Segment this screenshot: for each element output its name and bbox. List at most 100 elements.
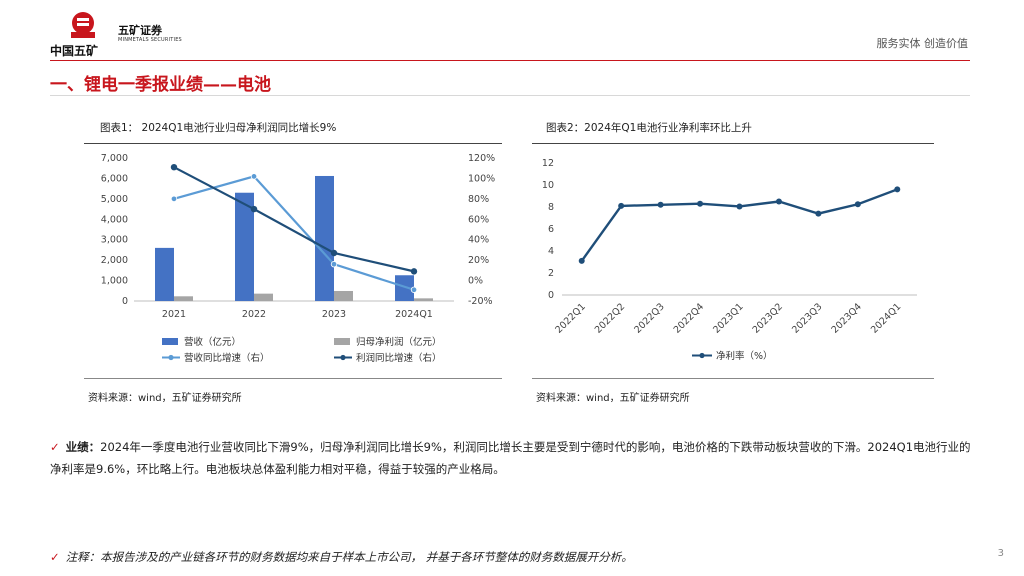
y-tick-label: 2 xyxy=(548,268,554,279)
figure1-bottom-rule xyxy=(84,378,502,379)
y2-tick-label: 80% xyxy=(468,194,489,205)
x-tick-label: 2021 xyxy=(162,309,186,320)
x-tick-label: 2024Q1 xyxy=(869,301,903,335)
cmc-logo-text: 中国五矿 xyxy=(50,44,99,58)
performance-text: 2024年一季度电池行业营收同比下滑9%，归母净利润同比增长9%，利润同比增长主… xyxy=(50,440,971,476)
y-tick-label: 5,000 xyxy=(101,194,128,205)
figure2-top-rule xyxy=(532,143,934,144)
x-tick-label: 2022Q4 xyxy=(672,301,706,335)
x-tick-label: 2022Q3 xyxy=(632,301,666,335)
y-tick-label: 8 xyxy=(548,202,554,213)
legend-swatch xyxy=(162,338,178,345)
y2-tick-label: 100% xyxy=(468,173,495,184)
bar xyxy=(315,175,334,301)
series-line xyxy=(173,166,415,273)
bar xyxy=(174,296,193,301)
data-point xyxy=(250,205,258,213)
x-tick-label: 2023Q2 xyxy=(751,301,785,335)
data-point xyxy=(330,261,338,268)
y2-tick-label: 40% xyxy=(468,235,489,246)
data-point xyxy=(170,163,178,171)
x-tick-label: 2022 xyxy=(242,309,266,320)
figure2-title: 图表2：2024年Q1电池行业净利率环比上升 xyxy=(546,122,752,134)
series-line xyxy=(580,188,898,262)
legend-marker xyxy=(168,354,174,361)
wk-logo-en: MINMETALS SECURITIES xyxy=(118,37,182,43)
data-point xyxy=(618,202,625,209)
y-tick-label: 0 xyxy=(548,290,554,301)
page-number: 3 xyxy=(997,548,1004,559)
figure1-source: 资料来源：wind，五矿证券研究所 xyxy=(88,393,242,404)
data-point xyxy=(250,173,258,180)
figure1-top-rule xyxy=(84,143,502,144)
data-point xyxy=(815,210,822,217)
data-point xyxy=(170,195,178,203)
data-point xyxy=(894,186,901,193)
figure1-chart: 0 1,000 2,000 3,000 4,000 5,000 6,000 7,000 -20%… xyxy=(101,153,495,364)
legend-label: 归母净利润（亿元） xyxy=(356,336,442,348)
performance-label: 业绩： xyxy=(65,440,101,454)
header-divider xyxy=(50,60,970,61)
x-tick-label: 2022Q2 xyxy=(593,301,627,335)
y2-tick-label: 0% xyxy=(468,276,483,287)
figure2-bottom-rule xyxy=(532,378,934,379)
check-icon: ✓ xyxy=(50,440,60,454)
wk-logo-text: 五矿证券 xyxy=(118,24,162,37)
bar xyxy=(395,275,414,301)
legend-label: 营收（亿元） xyxy=(184,336,241,348)
y-tick-label: 4,000 xyxy=(101,214,128,225)
legend-label: 净利率（%） xyxy=(716,350,773,362)
slogan: 服务实体 创造价值 xyxy=(876,37,969,50)
legend-marker xyxy=(699,352,705,359)
x-tick-label: 2024Q1 xyxy=(395,309,433,320)
y2-tick-label: -20% xyxy=(468,296,493,307)
page-title: 一、锂电一季报业绩——电池 xyxy=(50,75,271,95)
y-tick-label: 12 xyxy=(542,158,554,169)
y-tick-label: 6 xyxy=(548,224,554,235)
cmc-logo-icon xyxy=(71,12,95,38)
x-tick-label: 2022Q1 xyxy=(553,301,587,335)
y2-tick-label: 60% xyxy=(468,214,489,225)
performance-bullet: ✓ 业绩：2024年一季度电池行业营收同比下滑9%，归母净利润同比增长9%，利润同… xyxy=(50,436,980,480)
y-tick-label: 4 xyxy=(548,246,554,257)
note-bullet: ✓ 注释：本报告涉及的产业链各环节的财务数据均来自于样本上市公司， 并基于各环节整… xyxy=(50,546,980,568)
bar xyxy=(235,192,254,301)
data-point xyxy=(775,198,782,205)
check-icon: ✓ xyxy=(50,550,60,564)
note-text: 注释：本报告涉及的产业链各环节的财务数据均来自于样本上市公司， 并基于各环节整体… xyxy=(65,550,633,564)
bar xyxy=(254,293,273,301)
y-tick-label: 10 xyxy=(542,180,554,191)
y-tick-label: 1,000 xyxy=(101,276,128,287)
data-point xyxy=(578,257,585,264)
data-point xyxy=(410,286,418,293)
y-tick-label: 2,000 xyxy=(101,255,128,266)
y-tick-label: 6,000 xyxy=(101,173,128,184)
data-point xyxy=(854,201,861,208)
figure1-title: 图表1： 2024Q1电池行业归母净利润同比增长9% xyxy=(100,122,337,134)
series-line xyxy=(173,175,415,291)
data-point xyxy=(330,249,338,257)
data-point xyxy=(697,200,704,207)
data-point xyxy=(410,268,418,275)
x-tick-label: 2023Q4 xyxy=(830,301,864,335)
bar xyxy=(155,247,174,301)
title-divider xyxy=(50,95,970,96)
legend-label: 营收同比增速（右） xyxy=(184,352,270,364)
legend-swatch xyxy=(334,338,350,345)
x-tick-label: 2023Q3 xyxy=(790,301,824,335)
data-point xyxy=(736,203,743,210)
y2-tick-label: 20% xyxy=(468,255,489,266)
data-point xyxy=(657,201,664,208)
y2-tick-label: 120% xyxy=(468,153,495,164)
x-tick-label: 2023Q1 xyxy=(711,301,745,335)
y-tick-label: 7,000 xyxy=(101,153,128,164)
y-tick-label: 0 xyxy=(122,296,128,307)
figure2-source: 资料来源：wind，五矿证券研究所 xyxy=(536,393,690,404)
legend-label: 利润同比增速（右） xyxy=(356,352,442,364)
legend-marker xyxy=(340,354,346,361)
bar xyxy=(334,290,353,301)
x-tick-label: 2023 xyxy=(322,309,346,320)
y-tick-label: 3,000 xyxy=(101,235,128,246)
bar xyxy=(414,298,433,301)
